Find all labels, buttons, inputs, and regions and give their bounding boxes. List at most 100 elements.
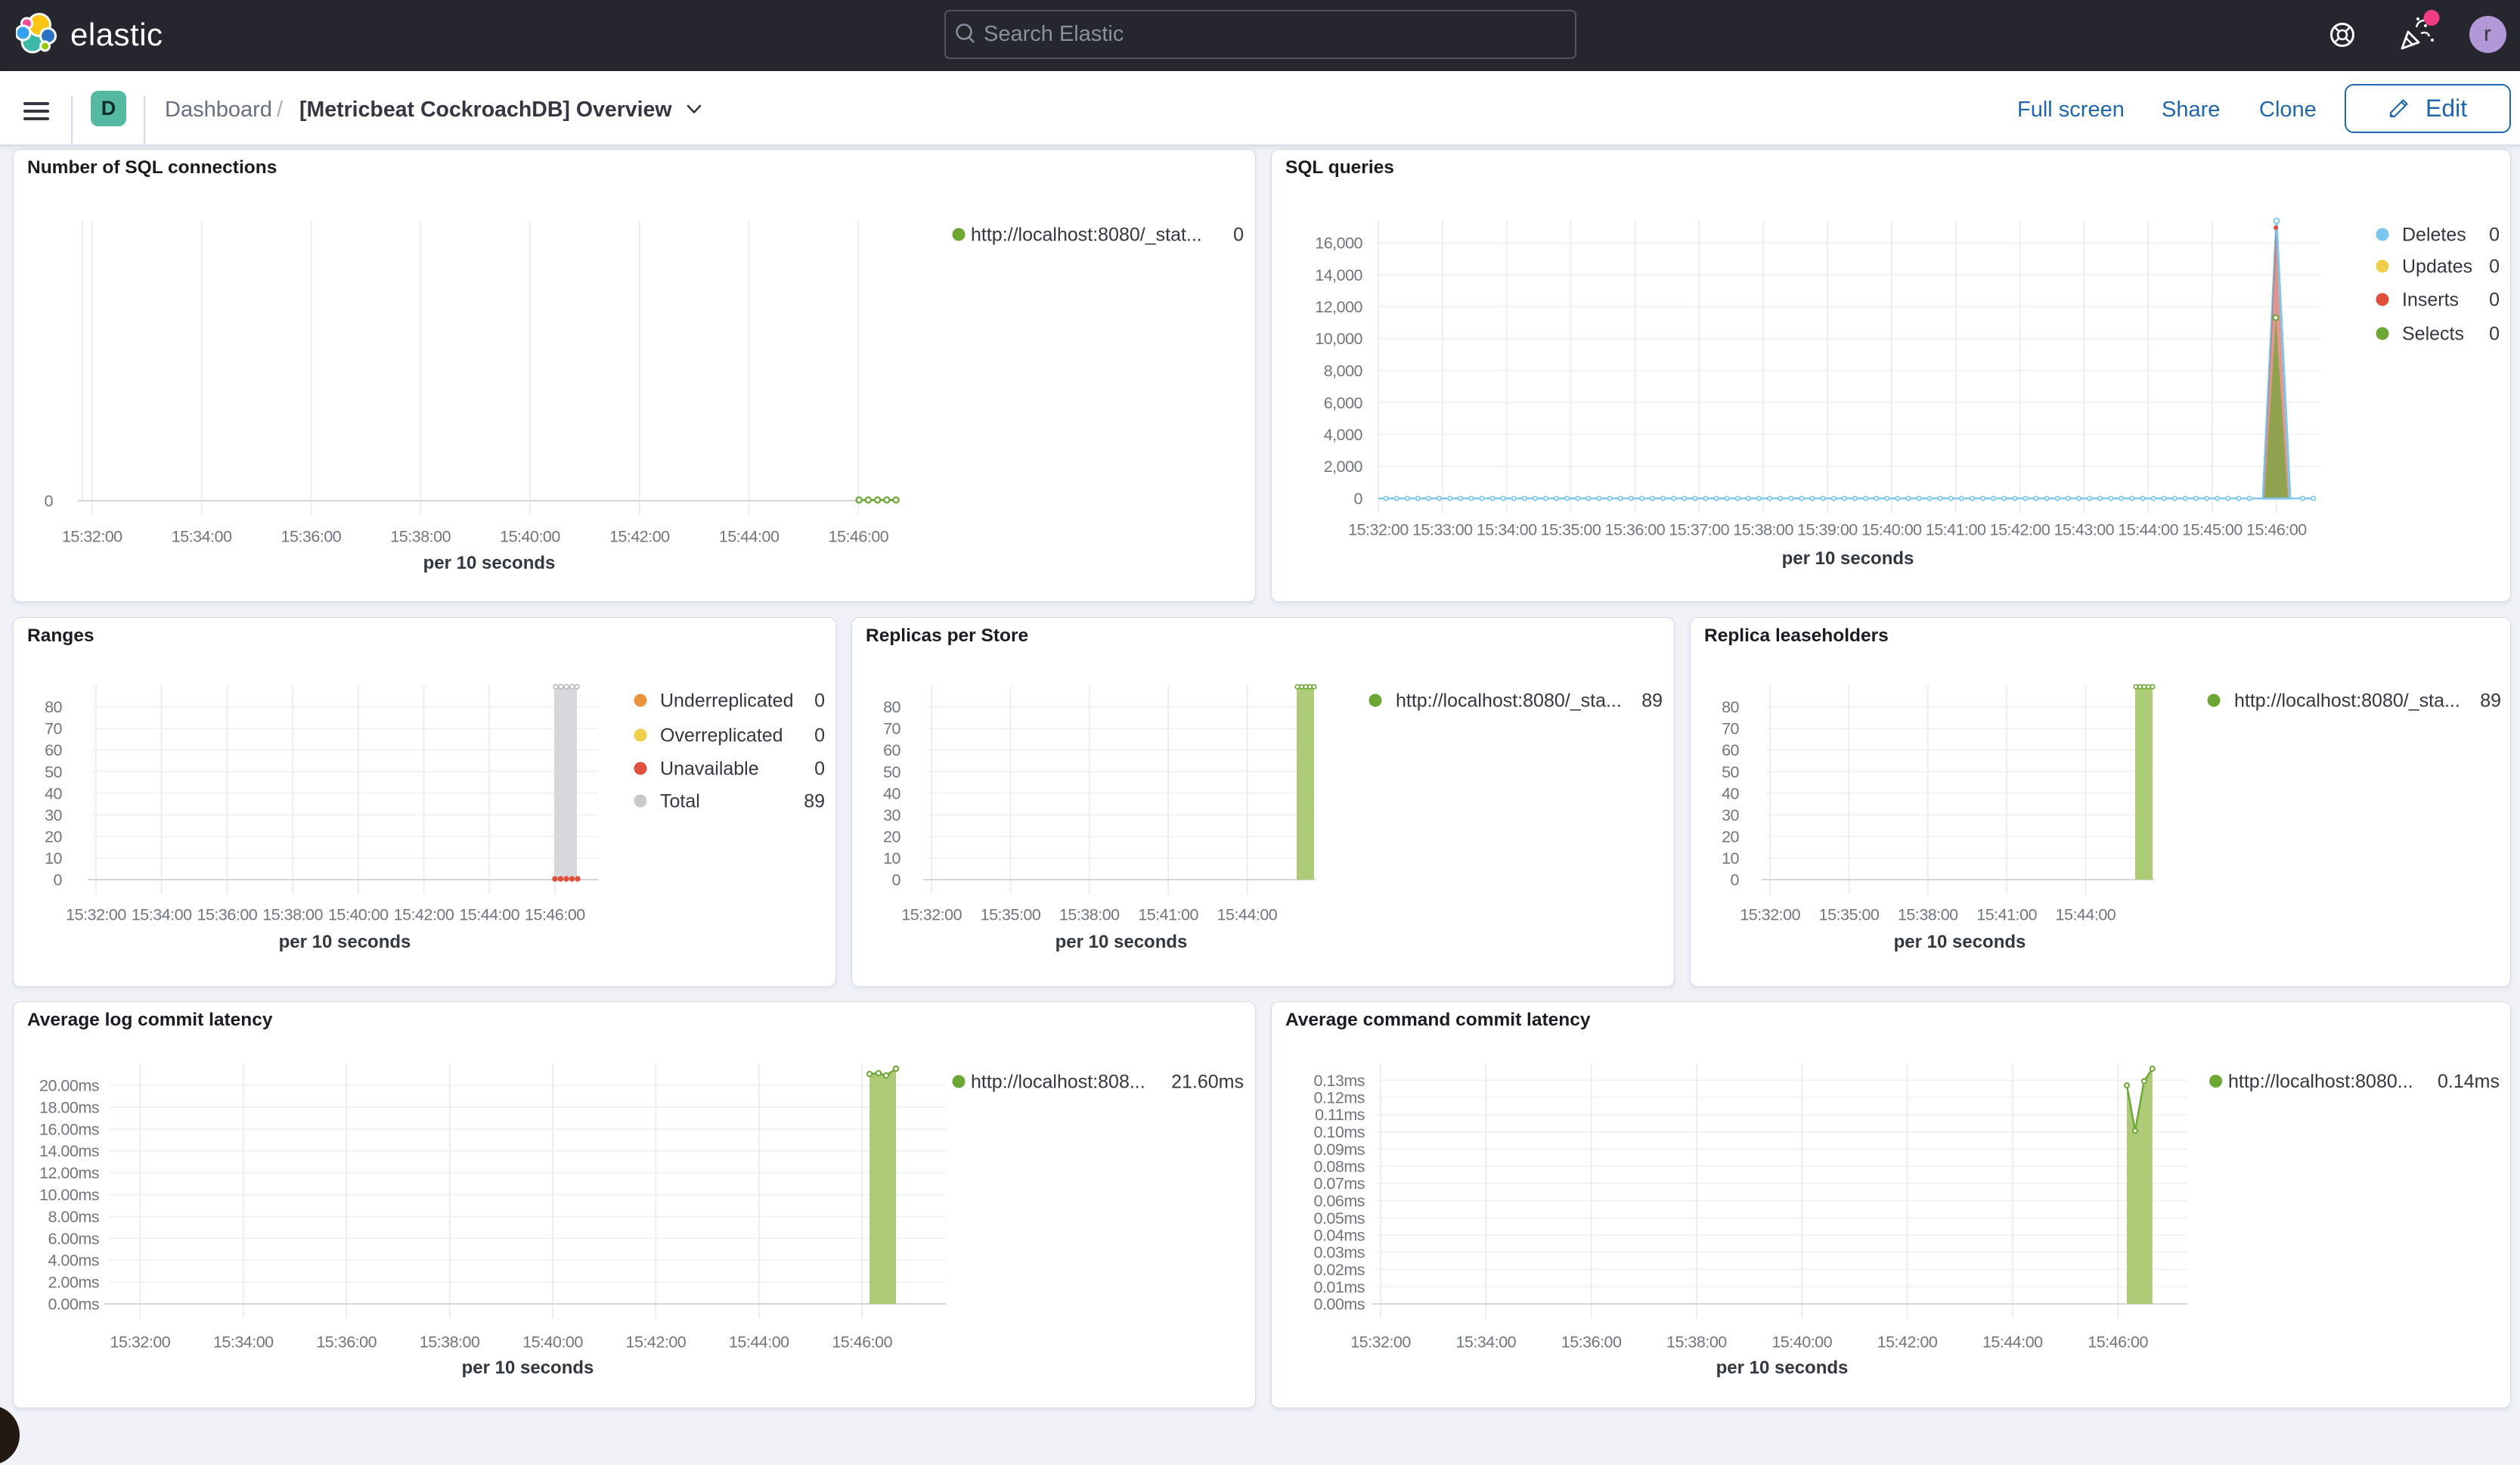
svg-text:10: 10 — [45, 849, 62, 868]
svg-text:15:44:00: 15:44:00 — [729, 1333, 789, 1352]
svg-text:30: 30 — [1722, 806, 1739, 824]
svg-text:15:32:00: 15:32:00 — [1740, 906, 1800, 924]
svg-text:0.03ms: 0.03ms — [1313, 1243, 1365, 1262]
svg-text:70: 70 — [1722, 720, 1739, 738]
svg-text:0.07ms: 0.07ms — [1313, 1175, 1365, 1193]
svg-text:2,000: 2,000 — [1324, 458, 1363, 476]
svg-text:0.08ms: 0.08ms — [1313, 1158, 1365, 1176]
svg-text:0: 0 — [814, 759, 825, 780]
svg-text:15:35:00: 15:35:00 — [981, 906, 1041, 924]
svg-text:0: 0 — [1233, 225, 1244, 246]
svg-text:15:46:00: 15:46:00 — [2246, 521, 2307, 539]
svg-text:Selects: Selects — [2402, 324, 2464, 345]
svg-text:8,000: 8,000 — [1324, 362, 1363, 380]
svg-text:0.11ms: 0.11ms — [1315, 1106, 1365, 1124]
svg-text:2.00ms: 2.00ms — [48, 1274, 99, 1292]
svg-text:Overreplicated: Overreplicated — [660, 725, 783, 746]
svg-text:15:42:00: 15:42:00 — [394, 906, 454, 924]
svg-text:0.00ms: 0.00ms — [48, 1296, 99, 1314]
svg-text:Total: Total — [660, 791, 700, 812]
svg-text:60: 60 — [45, 741, 62, 759]
svg-text:40: 40 — [45, 784, 62, 802]
svg-text:15:40:00: 15:40:00 — [1771, 1333, 1832, 1352]
svg-text:Deletes: Deletes — [2402, 225, 2466, 246]
svg-text:0: 0 — [814, 691, 825, 712]
svg-text:15:40:00: 15:40:00 — [522, 1333, 583, 1352]
svg-text:15:36:00: 15:36:00 — [281, 528, 342, 546]
svg-text:10,000: 10,000 — [1315, 330, 1362, 348]
svg-text:per 10 seconds: per 10 seconds — [1055, 932, 1188, 952]
svg-text:15:42:00: 15:42:00 — [626, 1333, 687, 1352]
svg-text:6.00ms: 6.00ms — [48, 1230, 99, 1248]
svg-text:0: 0 — [2489, 324, 2500, 345]
svg-text:30: 30 — [45, 806, 62, 824]
svg-text:20: 20 — [45, 827, 62, 846]
svg-text:10: 10 — [883, 849, 900, 868]
svg-text:http://localhost:808...: http://localhost:808... — [971, 1072, 1145, 1093]
svg-text:89: 89 — [2480, 691, 2501, 712]
svg-text:15:38:00: 15:38:00 — [390, 528, 451, 546]
svg-text:per 10 seconds: per 10 seconds — [462, 1358, 594, 1378]
svg-text:89: 89 — [1641, 691, 1663, 712]
svg-text:http://localhost:8080...: http://localhost:8080... — [2228, 1071, 2413, 1092]
svg-text:15:42:00: 15:42:00 — [1877, 1333, 1938, 1352]
svg-text:http://localhost:8080/_sta...: http://localhost:8080/_sta... — [1396, 691, 1622, 712]
svg-text:15:34:00: 15:34:00 — [132, 906, 192, 924]
svg-text:15:36:00: 15:36:00 — [1561, 1333, 1622, 1352]
svg-text:0.10ms: 0.10ms — [1313, 1123, 1365, 1141]
svg-text:15:32:00: 15:32:00 — [1348, 521, 1409, 539]
svg-text:0.14ms: 0.14ms — [2438, 1071, 2500, 1092]
svg-text:Unavailable: Unavailable — [660, 759, 759, 780]
svg-text:6,000: 6,000 — [1324, 394, 1363, 412]
svg-text:0.01ms: 0.01ms — [1313, 1278, 1365, 1296]
svg-text:15:40:00: 15:40:00 — [1861, 521, 1922, 539]
svg-text:15:41:00: 15:41:00 — [1976, 906, 2037, 924]
svg-text:40: 40 — [883, 784, 900, 802]
svg-text:15:34:00: 15:34:00 — [1477, 521, 1537, 539]
svg-text:15:42:00: 15:42:00 — [609, 528, 670, 546]
svg-text:15:43:00: 15:43:00 — [2054, 521, 2114, 539]
svg-text:4.00ms: 4.00ms — [48, 1252, 99, 1270]
svg-text:15:32:00: 15:32:00 — [66, 906, 126, 924]
svg-text:15:44:00: 15:44:00 — [2056, 906, 2116, 924]
svg-text:12,000: 12,000 — [1315, 298, 1362, 316]
svg-text:0.09ms: 0.09ms — [1313, 1141, 1365, 1159]
svg-text:15:32:00: 15:32:00 — [62, 528, 122, 546]
svg-text:15:44:00: 15:44:00 — [1982, 1333, 2043, 1352]
svg-text:80: 80 — [883, 698, 900, 716]
svg-text:15:45:00: 15:45:00 — [2182, 521, 2243, 539]
svg-text:15:35:00: 15:35:00 — [1541, 521, 1601, 539]
svg-text:0: 0 — [54, 871, 63, 889]
svg-text:0.13ms: 0.13ms — [1313, 1072, 1365, 1090]
svg-text:15:35:00: 15:35:00 — [1819, 906, 1880, 924]
svg-text:20: 20 — [883, 827, 900, 846]
svg-text:16.00ms: 16.00ms — [39, 1120, 99, 1138]
svg-text:0: 0 — [2489, 256, 2500, 278]
svg-text:15:36:00: 15:36:00 — [1605, 521, 1666, 539]
svg-text:30: 30 — [883, 806, 900, 824]
svg-text:80: 80 — [45, 698, 62, 716]
svg-text:15:34:00: 15:34:00 — [213, 1333, 274, 1352]
svg-text:15:32:00: 15:32:00 — [1350, 1333, 1411, 1352]
svg-text:0: 0 — [814, 725, 825, 746]
svg-text:20.00ms: 20.00ms — [39, 1077, 99, 1095]
svg-text:10: 10 — [1722, 849, 1739, 868]
svg-text:15:37:00: 15:37:00 — [1669, 521, 1729, 539]
svg-text:Underreplicated: Underreplicated — [660, 691, 794, 712]
svg-text:15:46:00: 15:46:00 — [525, 906, 585, 924]
svg-text:15:39:00: 15:39:00 — [1797, 521, 1858, 539]
svg-text:Inserts: Inserts — [2402, 290, 2459, 311]
svg-text:15:38:00: 15:38:00 — [1898, 906, 1958, 924]
svg-text:50: 50 — [1722, 763, 1739, 781]
svg-text:0: 0 — [1354, 490, 1363, 508]
svg-text:16,000: 16,000 — [1315, 234, 1362, 253]
svg-text:15:44:00: 15:44:00 — [1217, 906, 1278, 924]
svg-text:0.05ms: 0.05ms — [1313, 1209, 1365, 1228]
svg-text:15:44:00: 15:44:00 — [719, 528, 780, 546]
svg-text:15:33:00: 15:33:00 — [1412, 521, 1473, 539]
svg-text:14,000: 14,000 — [1315, 266, 1362, 284]
svg-text:0.00ms: 0.00ms — [1313, 1296, 1365, 1314]
svg-text:89: 89 — [804, 791, 825, 812]
svg-text:15:40:00: 15:40:00 — [328, 906, 389, 924]
svg-text:50: 50 — [883, 763, 900, 781]
